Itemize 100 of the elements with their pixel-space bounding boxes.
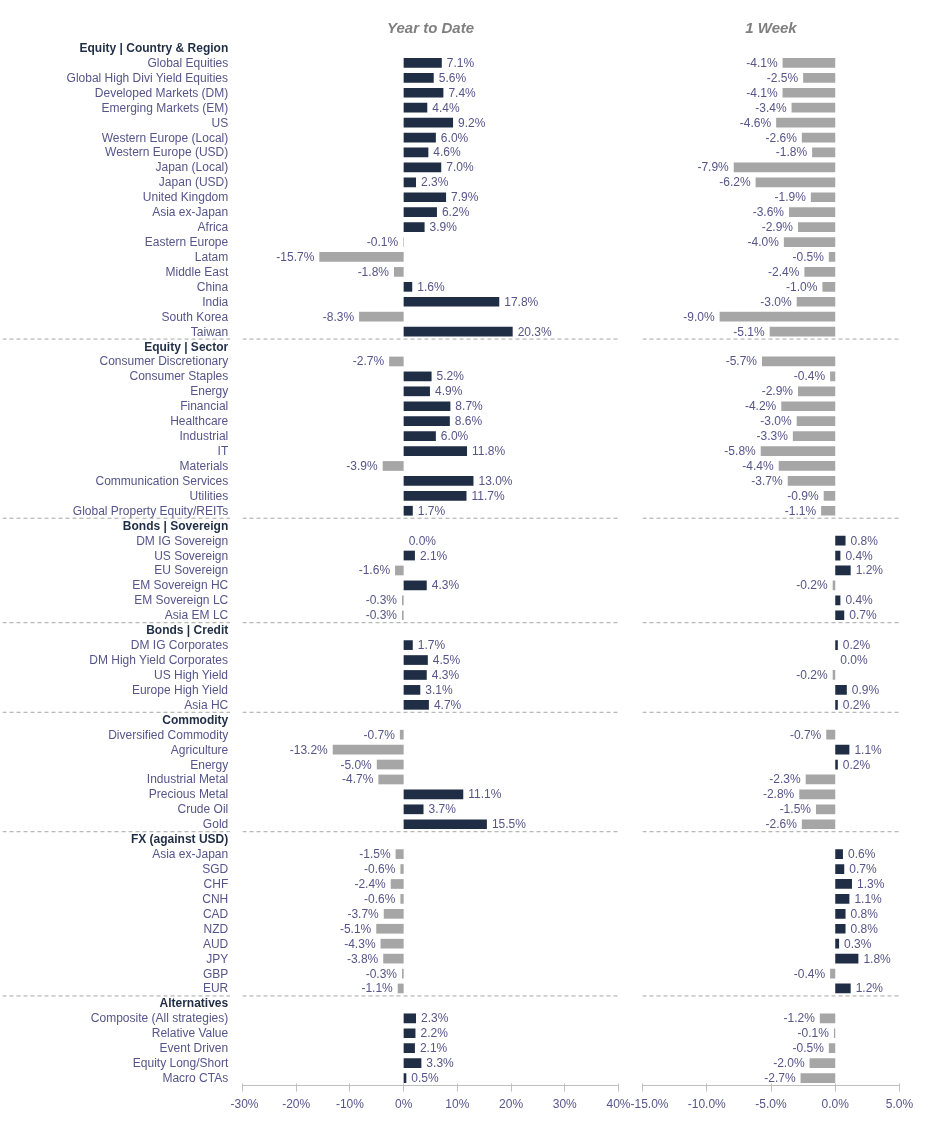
data-label: 9.2% [458,115,486,130]
bar [403,580,427,591]
bar [828,252,836,262]
y-tick-label: Middle East [165,264,229,279]
y-tick-label: Consumer Staples [129,369,229,384]
bar [826,729,836,740]
y-tick-label: Energy [190,757,229,772]
y-tick-label: Asia HC [184,697,229,712]
y-tick-label: India [202,294,229,309]
data-label: -0.7% [789,727,822,742]
bar [835,983,851,994]
bar [835,849,843,859]
bar [395,565,404,576]
bar [822,281,836,292]
bar [403,1043,415,1054]
bar [830,371,836,382]
data-label: -1.8% [775,145,808,160]
y-tick-label: DM IG Sovereign [136,533,229,548]
y-tick-label: China [196,279,229,294]
data-label: -1.0% [786,279,818,294]
bar [399,729,404,740]
bar [797,386,836,397]
x-tick-label: 5.0% [885,1096,914,1111]
y-tick-label: Asia EM LC [164,608,229,623]
data-label: -5.1% [339,921,372,936]
bar [403,162,442,173]
bar [403,804,424,815]
bar [799,789,836,800]
bar [403,1058,422,1068]
y-tick-label: Western Europe (USD) [105,145,229,160]
bar [805,774,836,785]
data-label: -0.5% [792,249,825,264]
data-label: -0.6% [364,891,396,906]
data-label: -4.2% [744,399,777,414]
bar [403,207,437,218]
bar [782,58,836,68]
bar [403,446,468,456]
bar [403,685,421,695]
y-tick-label: SGD [202,862,229,877]
data-label: -1.5% [779,802,812,817]
data-label: -3.0% [760,294,793,309]
data-label: 7.0% [446,160,474,175]
data-label: -1.1% [784,503,817,518]
bar [760,446,836,456]
y-tick-label: Japan (USD) [158,175,229,190]
bar [809,1058,836,1068]
bar [796,296,836,307]
data-label: -5.8% [724,444,757,459]
data-label: -2.9% [761,384,794,399]
bar [812,147,836,158]
bar [835,699,838,710]
bar [403,699,429,710]
data-label: 0.5% [411,1071,440,1086]
y-tick-label: Asia ex-Japan [152,847,229,862]
data-label: 0.2% [842,757,871,772]
bar [797,222,836,232]
bar [403,655,428,665]
data-label: -1.1% [361,981,394,996]
y-tick-label: Macro CTAs [162,1071,229,1086]
y-tick-label: Japan (Local) [155,160,229,175]
y-tick-label: Taiwan [190,324,229,339]
y-tick-label: Consumer Discretionary [99,354,229,369]
x-tick-label: -20% [282,1096,311,1111]
data-label: 1.1% [854,891,883,906]
data-label: -5.1% [733,324,766,339]
data-label: 0.0% [840,653,868,668]
bar [835,685,847,695]
y-tick-label: Western Europe (Local) [101,130,229,145]
bar [828,1043,836,1054]
data-label: -2.3% [769,772,802,787]
y-tick-label: Africa [197,220,229,235]
bar [400,894,404,904]
bar [380,938,404,949]
data-label: -4.0% [747,235,780,250]
data-label: 0.8% [850,533,879,548]
data-label: 6.0% [440,429,469,444]
data-label: 17.8% [504,294,539,309]
bar [403,177,416,188]
x-tick-label: 10% [445,1096,470,1111]
y-tick-label: IT [217,444,229,459]
bar [383,953,404,964]
data-label: 0.4% [845,548,874,563]
bar [823,490,836,501]
bar [819,1013,836,1024]
data-label: -3.6% [752,205,785,220]
bar [403,640,413,650]
bar [815,804,836,815]
y-tick-label: Healthcare [170,414,229,429]
data-label: 4.6% [433,145,462,160]
data-label: -2.0% [773,1056,805,1071]
data-label: -9.0% [683,309,715,324]
y-tick-label: US Sovereign [154,548,229,563]
bar [332,744,404,755]
chart-title: 1 Week [745,18,798,36]
data-label: 1.3% [856,876,885,891]
data-label: -0.3% [365,593,398,608]
data-label: -2.4% [768,264,800,279]
data-label: 1.6% [417,279,445,294]
y-tick-label: US High Yield [153,667,229,682]
data-label: -0.1% [366,235,399,250]
